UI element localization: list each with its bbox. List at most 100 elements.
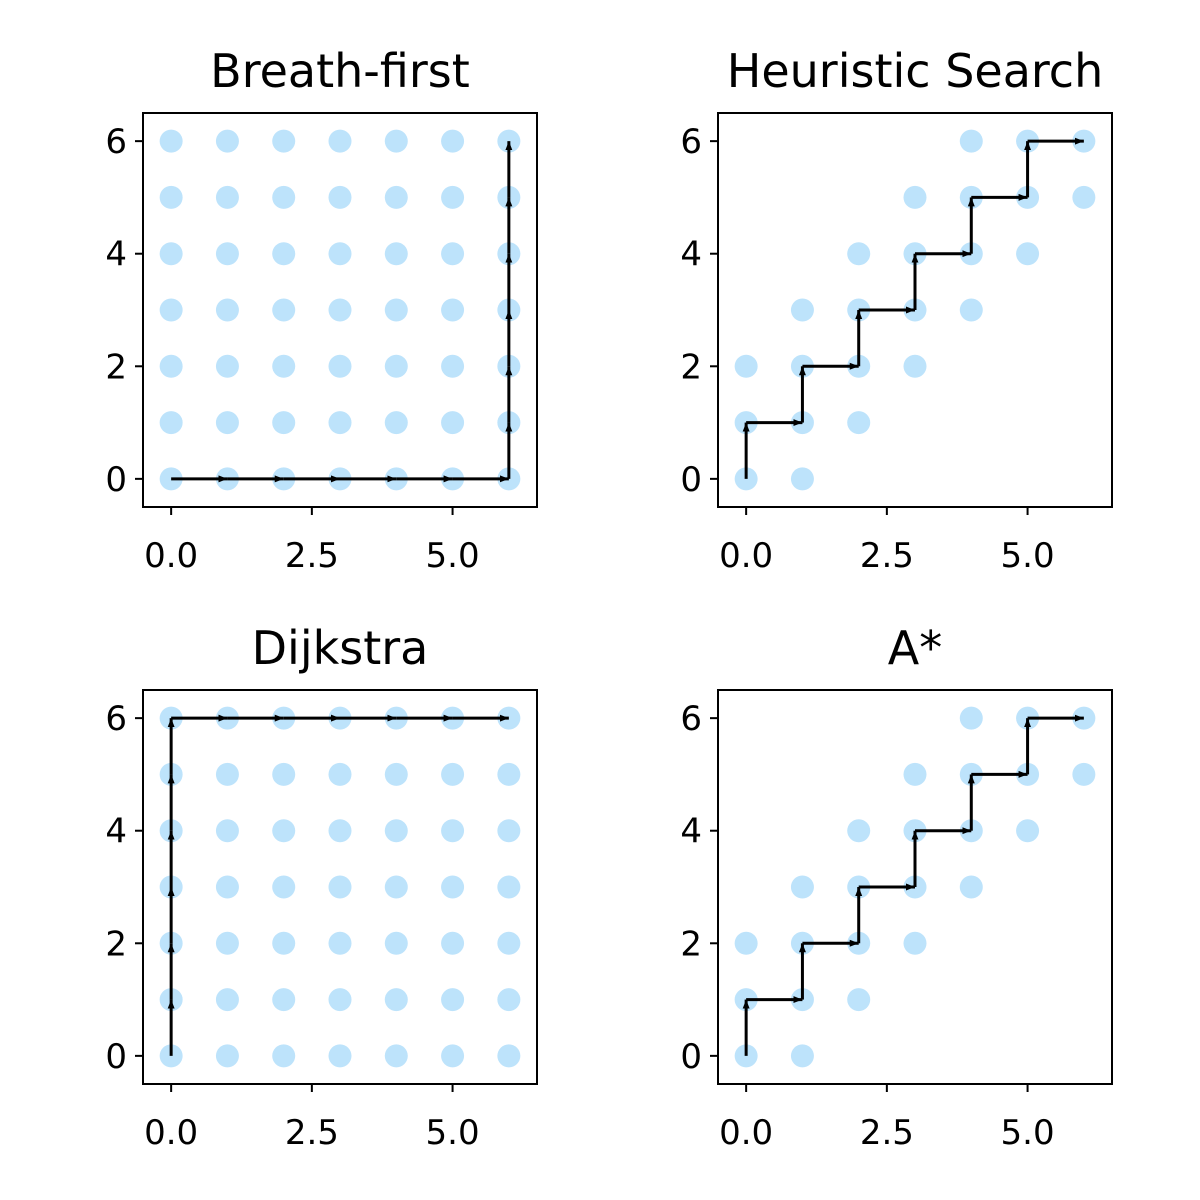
visited-node-point	[959, 875, 983, 899]
visited-node-point	[847, 242, 871, 266]
visited-node-point	[215, 354, 239, 378]
visited-node-point	[790, 467, 814, 491]
axes-frame	[717, 112, 1113, 508]
visited-node-point	[384, 875, 408, 899]
visited-node-point	[384, 1044, 408, 1068]
visited-node-point	[384, 762, 408, 786]
subplot-title: Dijkstra	[252, 621, 429, 675]
visited-node-point	[215, 411, 239, 435]
visited-node-point	[441, 988, 465, 1012]
y-tick-label: 4	[105, 812, 127, 852]
visited-node-point	[215, 1044, 239, 1068]
visited-node-point	[215, 242, 239, 266]
visited-node-point	[441, 185, 465, 209]
subplot-title: Heuristic Search	[727, 44, 1103, 98]
visited-node-point	[734, 354, 758, 378]
visited-node-point	[215, 762, 239, 786]
visited-node-point	[384, 988, 408, 1012]
y-tick-label: 6	[105, 122, 127, 162]
visited-node-point	[159, 129, 183, 153]
visited-node-point	[497, 931, 521, 955]
y-tick-label: 0	[105, 1037, 127, 1077]
visited-node-point	[272, 819, 296, 843]
x-tick-label: 2.5	[285, 1113, 339, 1153]
visited-node-point	[959, 129, 983, 153]
y-tick-label: 6	[105, 699, 127, 739]
y-tick-label: 4	[680, 235, 702, 275]
x-tick-label: 2.5	[285, 536, 339, 576]
visited-node-point	[384, 242, 408, 266]
x-tick-label: 2.5	[860, 1113, 914, 1153]
visited-node-point	[384, 354, 408, 378]
visited-node-point	[215, 129, 239, 153]
visited-node-point	[328, 354, 352, 378]
visited-node-point	[441, 762, 465, 786]
x-tick-label: 0.0	[719, 1113, 773, 1153]
visited-node-point	[441, 129, 465, 153]
visited-node-point	[384, 931, 408, 955]
y-tick-label: 2	[680, 347, 702, 387]
y-tick-label: 2	[105, 924, 127, 964]
visited-node-point	[159, 354, 183, 378]
y-tick-label: 0	[680, 460, 702, 500]
visited-node-point	[497, 1044, 521, 1068]
visited-node-point	[903, 931, 927, 955]
visited-node-point	[441, 354, 465, 378]
visited-node-point	[497, 762, 521, 786]
visited-node-point	[272, 185, 296, 209]
subplot-title: A*	[888, 621, 942, 675]
visited-node-point	[272, 298, 296, 322]
visited-node-point	[441, 298, 465, 322]
visited-node-point	[903, 185, 927, 209]
y-tick-label: 0	[680, 1037, 702, 1077]
axes-frame	[717, 689, 1113, 1085]
visited-node-point	[159, 298, 183, 322]
axes-frame	[142, 689, 538, 1085]
visited-node-point	[328, 762, 352, 786]
visited-node-point	[328, 819, 352, 843]
visited-node-point	[497, 988, 521, 1012]
visited-node-point	[215, 931, 239, 955]
y-tick-label: 4	[105, 235, 127, 275]
visited-node-point	[272, 1044, 296, 1068]
visited-node-point	[790, 1044, 814, 1068]
visited-node-point	[903, 354, 927, 378]
visited-node-point	[328, 242, 352, 266]
subplot-1: Breath-first 0.0 2.5 5.0 0 2 4 6	[105, 44, 538, 576]
y-tick-label: 6	[680, 122, 702, 162]
visited-node-point	[328, 875, 352, 899]
visited-node-point	[215, 988, 239, 1012]
visited-node-point	[215, 298, 239, 322]
visited-node-point	[215, 875, 239, 899]
visited-node-point	[159, 242, 183, 266]
visited-node-point	[328, 1044, 352, 1068]
visited-node-point	[272, 762, 296, 786]
x-tick-label: 5.0	[1001, 536, 1055, 576]
visited-node-point	[272, 411, 296, 435]
visited-node-point	[328, 988, 352, 1012]
x-tick-label: 5.0	[426, 1113, 480, 1153]
subplot-4: A* 0.0 2.5 5.0 0 2 4 6	[680, 621, 1113, 1153]
visited-node-point	[441, 875, 465, 899]
visited-node-point	[847, 988, 871, 1012]
visited-node-point	[384, 411, 408, 435]
visited-node-point	[328, 931, 352, 955]
visited-node-point	[215, 185, 239, 209]
visited-node-point	[1016, 242, 1040, 266]
subplot-3: Dijkstra 0.0 2.5 5.0 0 2 4 6	[105, 621, 538, 1153]
visited-node-point	[272, 875, 296, 899]
y-tick-label: 2	[680, 924, 702, 964]
visited-node-point	[328, 298, 352, 322]
visited-node-point	[441, 931, 465, 955]
visited-node-point	[959, 706, 983, 730]
visited-node-point	[1016, 819, 1040, 843]
visited-node-point	[384, 298, 408, 322]
visited-node-point	[847, 819, 871, 843]
subplot-2: Heuristic Search 0.0 2.5 5.0 0 2 4 6	[680, 44, 1113, 576]
x-tick-label: 0.0	[144, 536, 198, 576]
x-tick-label: 0.0	[719, 536, 773, 576]
visited-node-point	[497, 706, 521, 730]
subplot-title: Breath-first	[210, 44, 470, 98]
visited-node-point	[959, 298, 983, 322]
